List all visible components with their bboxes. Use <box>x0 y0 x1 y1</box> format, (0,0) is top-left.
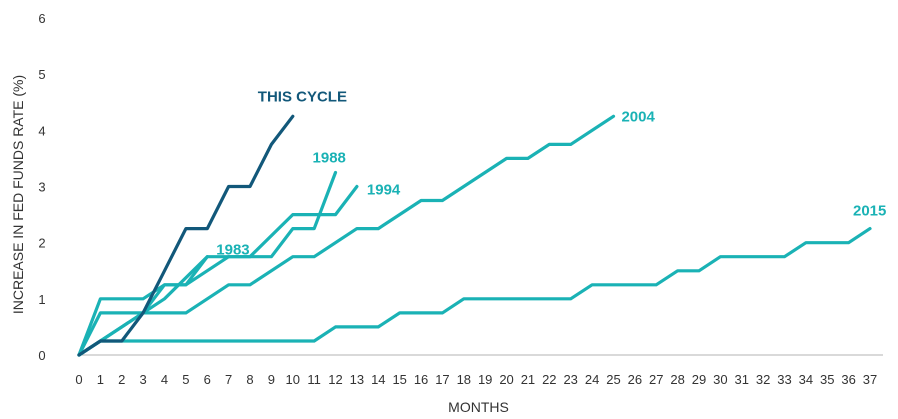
series-line-1994 <box>77 184 359 357</box>
x-tick-label: 27 <box>649 372 663 387</box>
x-tick-label: 8 <box>246 372 253 387</box>
x-tick-label: 7 <box>225 372 232 387</box>
y-tick-label: 4 <box>38 123 45 138</box>
x-tick-label: 22 <box>542 372 556 387</box>
x-tick-label: 14 <box>371 372 385 387</box>
x-tick-label: 5 <box>182 372 189 387</box>
x-tick-label: 20 <box>499 372 513 387</box>
x-tick-label: 12 <box>328 372 342 387</box>
y-tick-label: 5 <box>38 67 45 82</box>
x-tick-label: 9 <box>268 372 275 387</box>
x-tick-label: 6 <box>204 372 211 387</box>
x-tick-label: 24 <box>585 372 599 387</box>
series-label-1994: 1994 <box>367 182 401 199</box>
x-tick-label: 16 <box>414 372 428 387</box>
y-axis-ticks: 0 1 2 3 4 5 6 <box>38 11 45 363</box>
x-tick-label: 2 <box>118 372 125 387</box>
series-label-1988: 1988 <box>313 149 346 166</box>
series-label-2004: 2004 <box>621 108 655 125</box>
x-tick-label: 21 <box>521 372 535 387</box>
y-tick-label: 1 <box>38 292 45 307</box>
series-line-2004 <box>77 114 616 357</box>
x-tick-label: 37 <box>863 372 877 387</box>
series-lines <box>77 114 872 357</box>
x-tick-label: 25 <box>606 372 620 387</box>
x-tick-label: 32 <box>756 372 770 387</box>
series-line-1988 <box>77 170 338 357</box>
x-tick-label: 28 <box>670 372 684 387</box>
series-line-2015 <box>77 227 872 357</box>
x-tick-label: 36 <box>841 372 855 387</box>
x-tick-label: 3 <box>140 372 147 387</box>
x-tick-label: 30 <box>713 372 727 387</box>
x-tick-label: 1 <box>97 372 104 387</box>
series-label-this-cycle: THIS CYCLE <box>258 88 347 105</box>
x-tick-label: 35 <box>820 372 834 387</box>
x-axis-title: MONTHS <box>448 399 509 415</box>
x-tick-label: 19 <box>478 372 492 387</box>
x-tick-label: 17 <box>435 372 449 387</box>
y-tick-label: 2 <box>38 236 45 251</box>
series-label-1983: 1983 <box>216 242 249 259</box>
x-tick-label: 13 <box>350 372 364 387</box>
y-tick-label: 3 <box>38 180 45 195</box>
x-tick-label: 11 <box>307 372 321 387</box>
x-tick-label: 26 <box>628 372 642 387</box>
series-line-this-cycle <box>77 114 295 357</box>
x-tick-label: 31 <box>734 372 748 387</box>
x-tick-label: 10 <box>286 372 300 387</box>
y-tick-label: 6 <box>38 11 45 26</box>
x-tick-label: 15 <box>392 372 406 387</box>
y-axis-title: INCREASE IN FED FUNDS RATE (%) <box>10 75 26 314</box>
x-tick-label: 23 <box>563 372 577 387</box>
x-tick-label: 34 <box>799 372 813 387</box>
x-tick-label: 18 <box>457 372 471 387</box>
x-tick-label: 0 <box>75 372 82 387</box>
x-tick-label: 33 <box>777 372 791 387</box>
x-tick-label: 4 <box>161 372 168 387</box>
x-axis-ticks: 0 1 2 3 4 5 6 7 8 9 10 11 12 13 14 15 16 17 18 19 20 21 22 23 24… <box>75 372 877 387</box>
x-tick-label: 29 <box>692 372 706 387</box>
series-labels: 2015 2004 1994 1988 1983 THIS CYCLE <box>216 88 886 258</box>
y-tick-label: 0 <box>38 348 45 363</box>
series-label-2015: 2015 <box>853 203 886 220</box>
